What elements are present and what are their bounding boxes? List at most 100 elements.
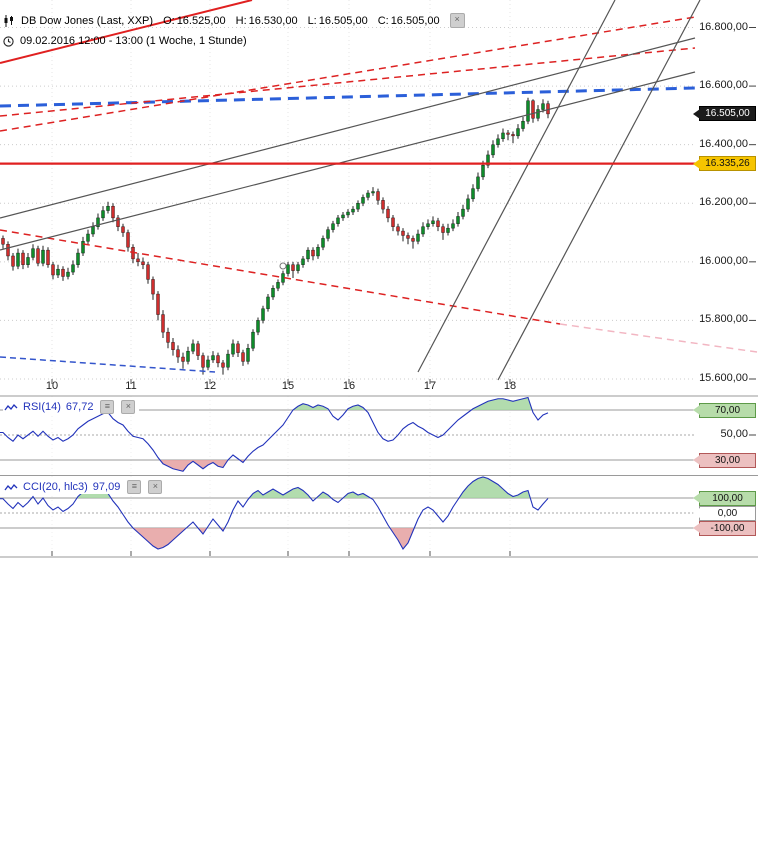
- candle-body: [391, 217, 395, 227]
- candle-body: [466, 198, 470, 210]
- candle-body: [336, 217, 340, 224]
- candle-body: [381, 200, 385, 210]
- candle-body: [251, 331, 255, 349]
- candle-body: [526, 100, 530, 122]
- candle-body: [96, 217, 100, 227]
- candle-body: [51, 264, 55, 276]
- candle-body: [136, 258, 140, 263]
- candle-body: [301, 258, 305, 265]
- candle-body: [341, 214, 345, 219]
- candle-body: [456, 216, 460, 224]
- candle-body: [401, 230, 405, 236]
- candle-body: [46, 249, 50, 265]
- candle-body: [356, 203, 360, 210]
- candle-body: [246, 348, 250, 362]
- candle-body: [111, 205, 115, 219]
- candle-body: [156, 293, 160, 315]
- falling-red-dashed: [0, 229, 561, 325]
- candle-body: [511, 134, 515, 137]
- candle-body: [231, 343, 235, 355]
- rising-gray-channel-lower: [0, 71, 696, 251]
- candle-body: [31, 248, 35, 258]
- candle-body: [101, 210, 105, 219]
- candle-body: [211, 355, 215, 361]
- candle-body: [256, 320, 260, 333]
- candle-body: [386, 208, 390, 219]
- candle-body: [206, 359, 210, 368]
- candle-body: [181, 356, 185, 362]
- rising-red-dashed-steep: [0, 16, 696, 132]
- candle-body: [406, 235, 410, 239]
- cci-settings-button[interactable]: ≡: [127, 480, 142, 494]
- candle-body: [146, 264, 150, 280]
- candle-body: [496, 138, 500, 145]
- candle-body: [521, 121, 525, 129]
- candle-body: [346, 211, 350, 216]
- candle-body: [116, 217, 120, 227]
- candle-body: [351, 208, 355, 213]
- candle-body: [411, 238, 415, 242]
- candle-body: [486, 154, 490, 166]
- candle-body: [201, 355, 205, 368]
- cci-oversold-fill: [0, 528, 548, 549]
- candle-body: [61, 268, 65, 277]
- candle-body: [286, 264, 290, 274]
- candle-body: [36, 248, 40, 264]
- candle-body: [361, 197, 365, 204]
- candle-body: [501, 132, 505, 140]
- candle-body: [86, 233, 90, 242]
- candle-body: [106, 205, 110, 211]
- rsi-settings-button[interactable]: ≡: [100, 400, 115, 414]
- candle-body: [56, 268, 60, 276]
- candle-body: [76, 252, 80, 265]
- candle-body: [216, 355, 220, 364]
- candle-body: [21, 252, 25, 265]
- candle-body: [296, 264, 300, 271]
- candle-body: [426, 223, 430, 227]
- candle-body: [266, 296, 270, 309]
- candle-body: [66, 271, 70, 277]
- candle-body: [236, 343, 240, 353]
- candle-body: [376, 191, 380, 201]
- candle-body: [431, 220, 435, 224]
- candle-body: [531, 100, 535, 119]
- candle-body: [461, 208, 465, 217]
- candle-body: [291, 264, 295, 271]
- candle-body: [161, 314, 165, 333]
- chart-canvas[interactable]: [0, 0, 758, 558]
- candle-body: [141, 261, 145, 265]
- candle-body: [171, 342, 175, 350]
- candle-body: [316, 246, 320, 257]
- candle-body: [541, 103, 545, 110]
- candle-body: [71, 264, 75, 273]
- rsi-close-button[interactable]: ×: [121, 400, 136, 414]
- rising-gray-channel-upper: [0, 37, 696, 219]
- candle-body: [306, 249, 310, 260]
- gap-marker: [279, 262, 287, 270]
- rising-red-dashed-shallow: [0, 47, 696, 117]
- candle-body: [481, 164, 485, 178]
- candle-body: [516, 128, 520, 137]
- cci-close-button[interactable]: ×: [148, 480, 163, 494]
- candle-body: [331, 223, 335, 230]
- candle-body: [271, 287, 275, 298]
- rising-red-solid: [0, 0, 253, 64]
- header-close-button[interactable]: ×: [449, 13, 465, 28]
- rsi-overbought-fill: [0, 397, 548, 410]
- candle-body: [151, 279, 155, 295]
- candle-body: [221, 362, 225, 368]
- candle-body: [321, 238, 325, 248]
- candle-body: [16, 252, 20, 267]
- candle-body: [11, 255, 15, 267]
- candle-body: [326, 229, 330, 239]
- candle-body: [536, 109, 540, 119]
- candle-body: [506, 132, 510, 135]
- candle-body: [261, 308, 265, 321]
- candle-body: [416, 233, 420, 242]
- candle-body: [166, 331, 170, 343]
- candle-body: [126, 232, 130, 248]
- resistance-blue-dashed: [0, 86, 696, 108]
- falling-gray-steep: [497, 0, 701, 381]
- candle-body: [121, 226, 125, 233]
